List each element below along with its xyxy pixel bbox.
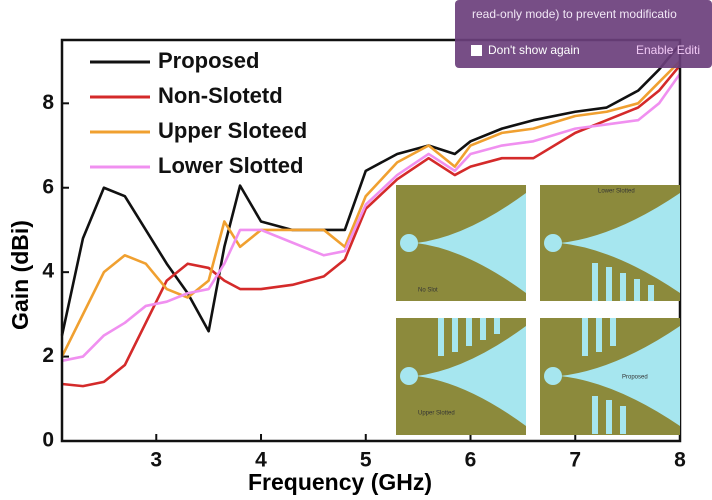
legend-label: Upper Sloteed	[158, 118, 307, 143]
inset-panel	[396, 318, 526, 435]
legend-label: Proposed	[158, 48, 259, 73]
y-tick-label: 4	[42, 260, 54, 283]
series-line	[60, 43, 682, 336]
insets: No Slot Lower Slotted Upper Slotted Prop…	[396, 185, 680, 435]
legend-label: Lower Slotted	[158, 153, 303, 178]
inset-label: No Slot	[418, 288, 438, 294]
y-tick-label: 2	[42, 344, 54, 367]
legend-label: Non-Slotetd	[158, 83, 283, 108]
y-axis-label: Gain (dBi)	[7, 220, 33, 330]
y-tick-label: 8	[42, 91, 54, 114]
x-tick-label: 7	[569, 449, 581, 472]
series-line	[60, 60, 681, 358]
inset-panel	[540, 318, 680, 435]
x-tick-label: 6	[465, 449, 477, 472]
inset-label: Upper Slotted	[418, 411, 455, 417]
banner-bg	[455, 0, 712, 68]
y-tick-label: 0	[42, 429, 54, 452]
x-tick-label: 8	[674, 449, 686, 472]
checkbox[interactable]	[471, 45, 482, 56]
enable-editing-button[interactable]: Enable Editi	[636, 43, 700, 57]
series-line	[61, 73, 682, 363]
inset-label: Lower Slotted	[598, 189, 635, 195]
inset-label: Proposed	[622, 375, 648, 381]
x-tick-label: 3	[150, 449, 162, 472]
x-tick-label: 4	[255, 449, 267, 472]
notification-banner: read-only mode) to prevent modificatio D…	[455, 0, 712, 68]
x-axis-label: Frequency (GHz)	[248, 469, 432, 495]
series-line	[61, 64, 682, 388]
checkbox-label[interactable]: Don't show again	[488, 43, 580, 57]
banner-message: read-only mode) to prevent modificatio	[472, 7, 677, 21]
x-tick-label: 5	[360, 449, 372, 472]
plot-area	[60, 43, 682, 442]
inset-panel	[396, 185, 526, 301]
y-tick-label: 6	[42, 175, 54, 198]
inset-panel	[540, 185, 680, 301]
